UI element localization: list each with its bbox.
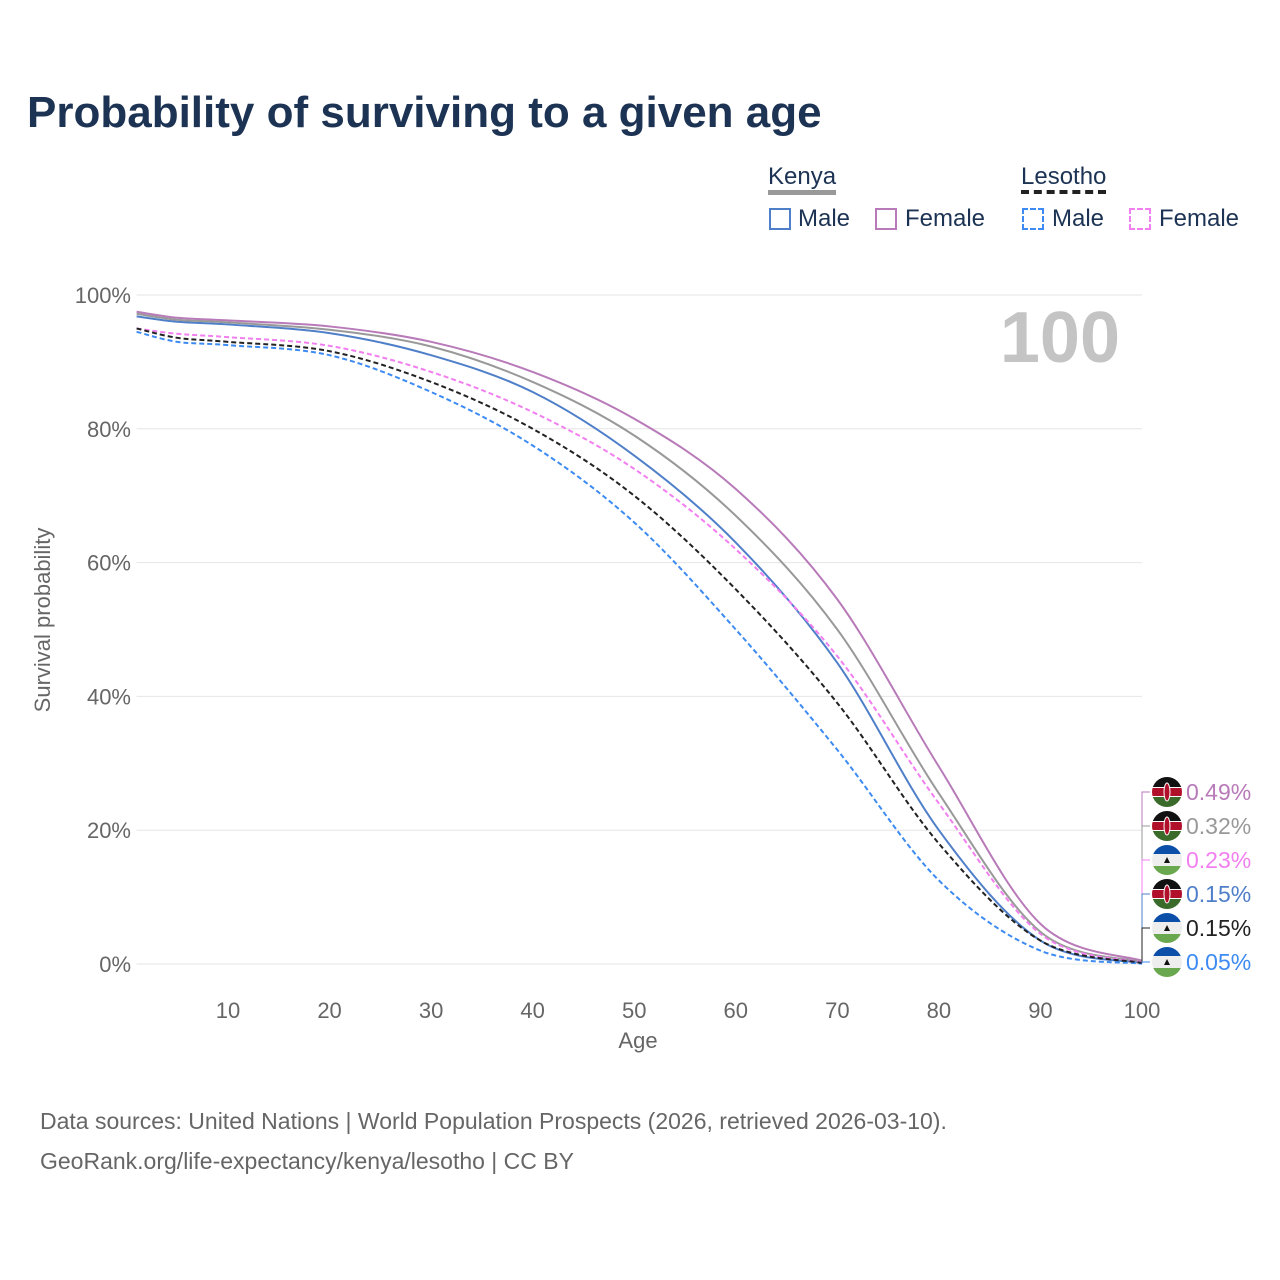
series-line-kenya-female <box>136 310 1143 962</box>
legend-swatch-lesotho-male <box>1022 208 1044 230</box>
x-tick-label: 20 <box>317 998 341 1023</box>
y-axis-label: Survival probability <box>30 528 55 713</box>
kenya-flag-icon <box>1152 811 1182 841</box>
footer-link[interactable]: GeoRank.org/life-expectancy/kenya/lesoth… <box>40 1148 574 1174</box>
end-label-connector <box>1141 859 1150 963</box>
lesotho-flag-icon <box>1152 845 1182 875</box>
end-label-connector <box>1141 927 1150 963</box>
end-value-label: 0.05% <box>1186 949 1251 975</box>
end-label-connector <box>1141 791 1150 961</box>
y-tick-label: 40% <box>87 684 131 709</box>
series-line-kenya <box>136 312 1143 963</box>
y-tick-label: 20% <box>87 818 131 843</box>
series-line-lesotho-male <box>136 330 1143 965</box>
series-line-kenya-male <box>136 315 1143 964</box>
x-tick-label: 70 <box>825 998 849 1023</box>
y-tick-label: 60% <box>87 551 131 576</box>
series-line-lesotho <box>136 327 1143 964</box>
year-watermark: 100 <box>1000 298 1120 378</box>
x-tick-label: 40 <box>520 998 544 1023</box>
legend-item-lesotho-female[interactable]: Female <box>1159 205 1240 232</box>
x-tick-label: 80 <box>927 998 951 1023</box>
legend-item-kenya-female[interactable]: Female <box>905 205 986 232</box>
x-tick-label: 30 <box>419 998 443 1023</box>
lesotho-flag-icon <box>1152 947 1182 977</box>
x-tick-label: 100 <box>1124 998 1161 1023</box>
x-tick-label: 10 <box>216 998 240 1023</box>
kenya-flag-icon <box>1152 777 1182 807</box>
end-value-label: 0.15% <box>1186 915 1251 941</box>
end-value-label: 0.15% <box>1186 881 1251 907</box>
end-value-label: 0.23% <box>1186 847 1251 873</box>
series-line-lesotho-female <box>136 327 1143 964</box>
chart-title: Probability of surviving to a given age <box>27 88 822 137</box>
legend-group-lesotho[interactable]: Lesotho <box>1021 164 1107 194</box>
end-label-connector <box>1141 961 1150 964</box>
kenya-flag-icon <box>1152 879 1182 909</box>
lesotho-flag-icon <box>1152 913 1182 943</box>
y-tick-label: 80% <box>87 417 131 442</box>
footer-source: Data sources: United Nations | World Pop… <box>40 1108 947 1134</box>
legend-swatch-kenya-female <box>875 208 897 230</box>
end-value-label: 0.32% <box>1186 813 1251 839</box>
legend-swatch-kenya-male <box>769 208 791 230</box>
y-tick-label: 100% <box>75 283 131 308</box>
legend-group-kenya[interactable]: Kenya <box>768 164 837 195</box>
legend-item-lesotho-male[interactable]: Male <box>1052 205 1105 232</box>
legend-swatch-lesotho-female <box>1129 208 1151 230</box>
x-tick-label: 60 <box>724 998 748 1023</box>
x-tick-label: 50 <box>622 998 646 1023</box>
x-tick-label: 90 <box>1028 998 1052 1023</box>
legend-item-kenya-male[interactable]: Male <box>798 205 851 232</box>
y-tick-label: 0% <box>99 952 131 977</box>
end-value-label: 0.49% <box>1186 779 1251 805</box>
x-axis-label: Age <box>618 1028 657 1053</box>
